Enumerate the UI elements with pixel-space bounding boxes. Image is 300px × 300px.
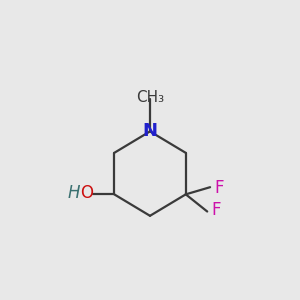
Text: O: O	[80, 184, 93, 202]
Text: N: N	[142, 122, 158, 140]
Text: F: F	[212, 201, 221, 219]
Text: H: H	[68, 184, 80, 202]
Text: CH₃: CH₃	[136, 90, 164, 105]
Text: F: F	[214, 179, 224, 197]
